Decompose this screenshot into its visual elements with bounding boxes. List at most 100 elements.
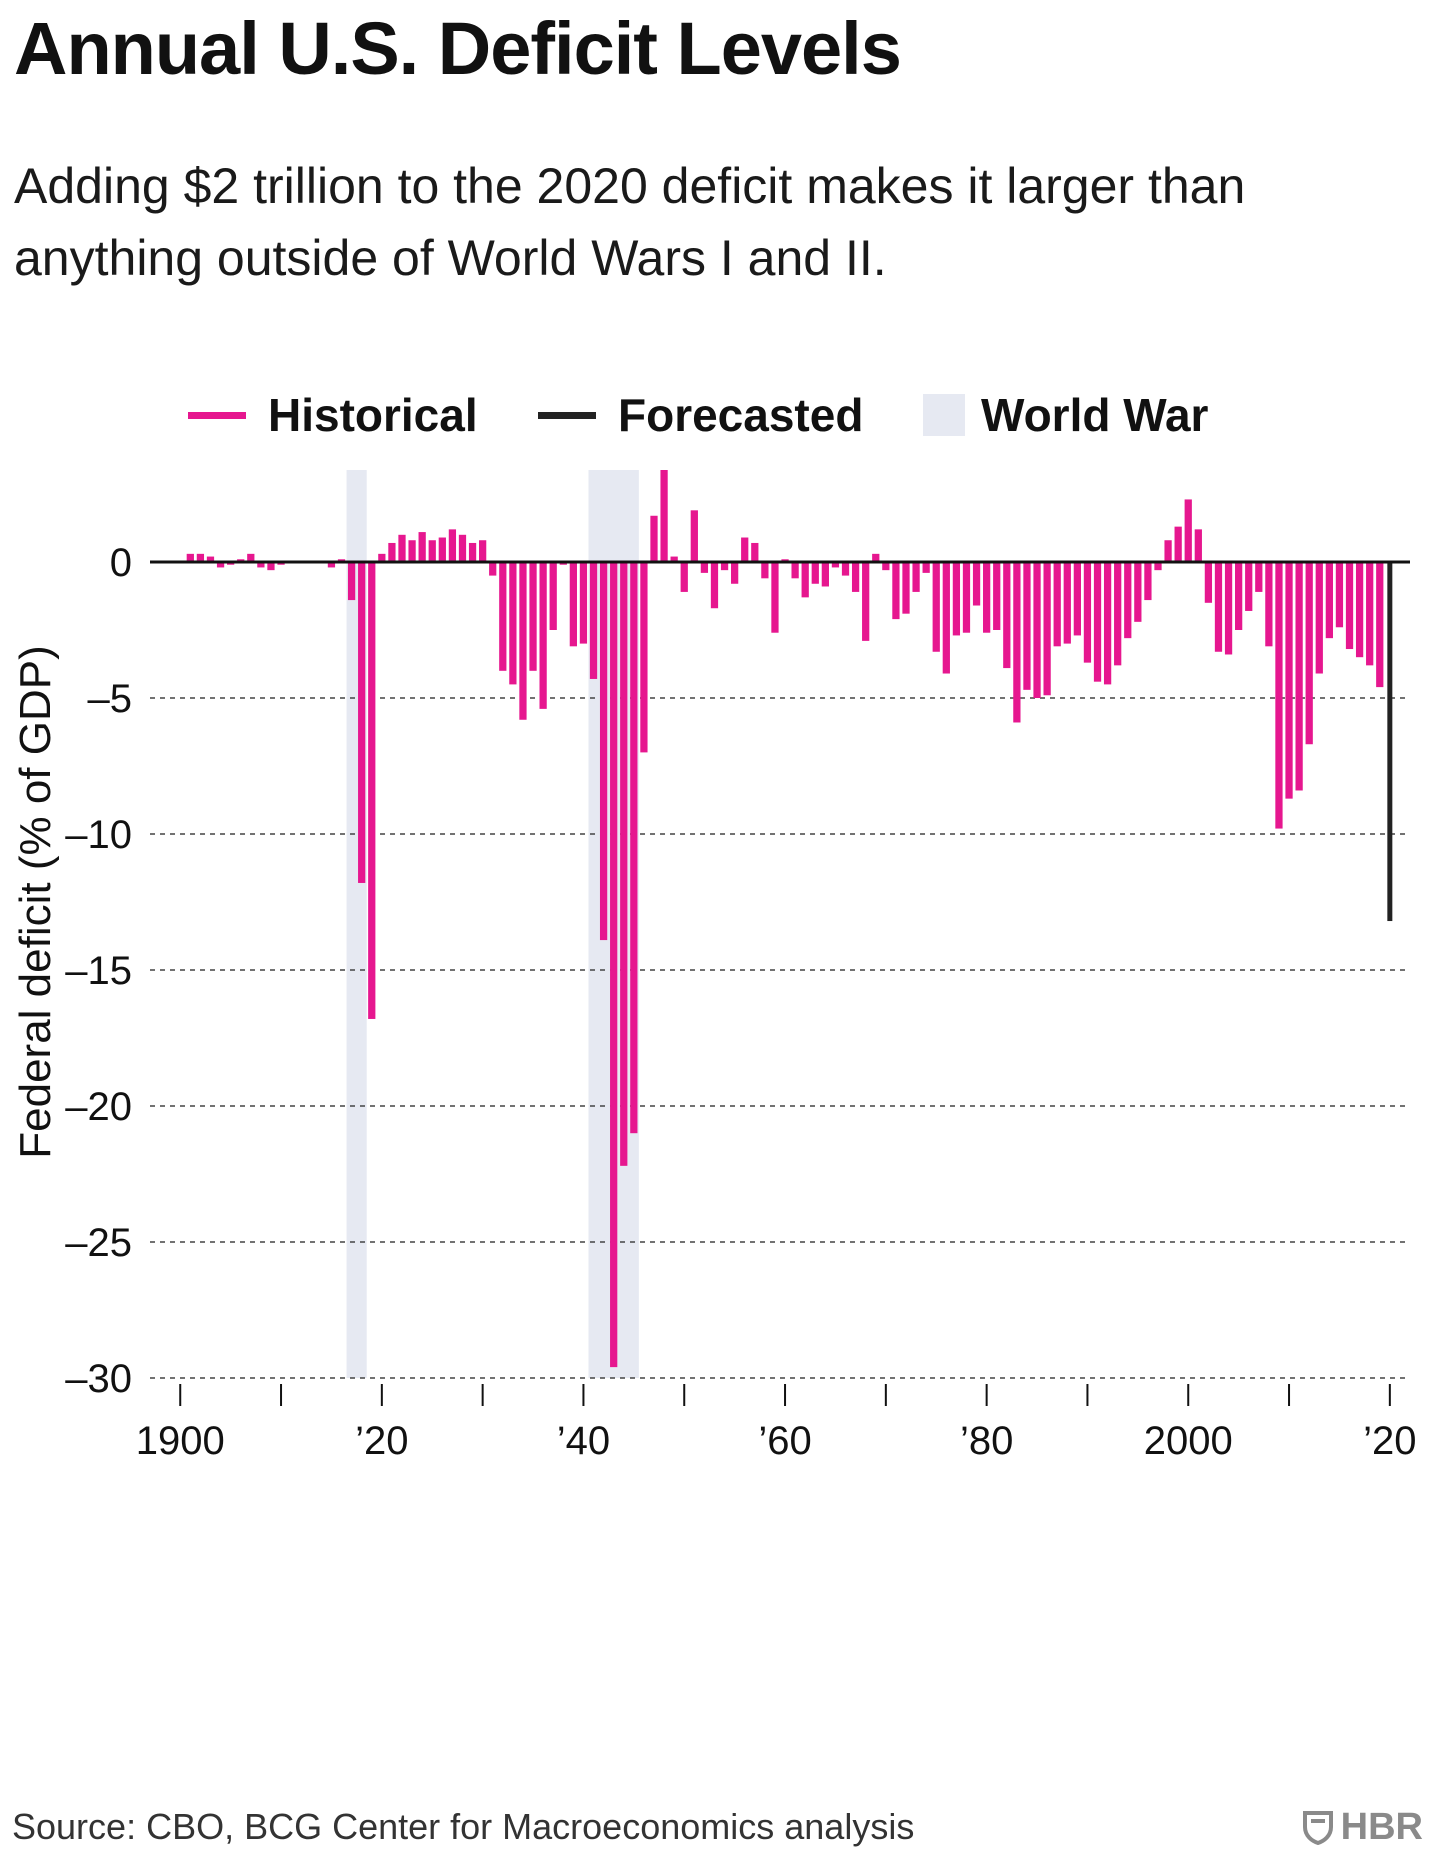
y-tick-label: –20 xyxy=(65,1085,132,1129)
historical-bar xyxy=(347,562,356,601)
x-tick-label: ’20 xyxy=(355,1419,408,1463)
historical-bar xyxy=(196,553,205,562)
legend-label-historical: Historical xyxy=(268,389,478,441)
historical-bar xyxy=(1265,562,1273,647)
historical-bar xyxy=(1315,562,1323,674)
historical-bar xyxy=(791,562,799,579)
historical-bar xyxy=(1164,540,1172,562)
historical-bar xyxy=(368,562,376,1019)
historical-bar xyxy=(1194,529,1202,562)
historical-bar xyxy=(872,553,880,562)
historical-bar xyxy=(378,553,386,562)
historical-bar xyxy=(1376,562,1384,688)
historical-bar xyxy=(1154,562,1162,571)
historical-bar xyxy=(993,562,1001,630)
historical-bar xyxy=(922,562,930,573)
historical-bar xyxy=(620,562,628,1166)
historical-bar xyxy=(428,540,436,562)
x-tick-label: 1900 xyxy=(136,1419,225,1463)
historical-bar xyxy=(579,562,588,644)
legend-item-historical: Historical xyxy=(188,380,478,450)
historical-bar xyxy=(1073,562,1081,636)
y-tick-label: 0 xyxy=(110,541,132,585)
historical-bar xyxy=(549,562,557,630)
historical-bar xyxy=(932,562,940,652)
historical-bar xyxy=(952,562,961,636)
historical-bar xyxy=(216,562,225,568)
historical-bar xyxy=(751,542,759,562)
historical-bar xyxy=(499,562,507,671)
legend-item-world-war: World War xyxy=(923,380,1208,450)
source-note: Source: CBO, BCG Center for Macroeconomi… xyxy=(12,1806,915,1847)
historical-bar xyxy=(206,556,215,562)
historical-bar xyxy=(1366,562,1374,666)
historical-bar xyxy=(710,562,719,609)
historical-bar xyxy=(660,470,668,562)
historical-bar xyxy=(1083,562,1092,663)
historical-bar xyxy=(1214,562,1223,652)
historical-bar xyxy=(1235,562,1243,630)
historical-bar xyxy=(972,562,981,606)
historical-bar xyxy=(771,562,779,633)
chart-subtitle: Adding $2 trillion to the 2020 deficit m… xyxy=(14,158,1246,286)
historical-bar xyxy=(1255,562,1263,592)
historical-bar xyxy=(519,562,527,720)
historical-bar xyxy=(841,562,850,576)
historical-bar xyxy=(1144,562,1152,601)
historical-bar xyxy=(882,562,890,571)
historical-bar xyxy=(821,562,829,587)
historical-bar xyxy=(458,534,467,562)
y-tick-label: –30 xyxy=(65,1357,132,1401)
x-tick-label: 2000 xyxy=(1144,1419,1233,1463)
historical-bar xyxy=(358,562,366,883)
historical-bar xyxy=(1325,562,1333,639)
historical-bar xyxy=(1285,562,1293,799)
historical-bar xyxy=(529,562,537,671)
x-tick-label: ’60 xyxy=(758,1419,811,1463)
historical-bar xyxy=(479,540,487,562)
historical-bar xyxy=(902,562,910,614)
legend-label-world-war: World War xyxy=(981,389,1209,441)
historical-bar xyxy=(438,537,446,562)
historical-bar xyxy=(1275,562,1283,829)
historical-bar xyxy=(408,540,416,562)
y-tick-label: –10 xyxy=(65,813,132,857)
legend-swatch-historical xyxy=(188,411,246,419)
historical-bar xyxy=(257,562,265,568)
historical-bar xyxy=(327,562,336,568)
historical-bar xyxy=(1174,526,1182,562)
chart-title: Annual U.S. Deficit Levels xyxy=(14,7,902,90)
legend-label-forecasted: Forecasted xyxy=(618,389,864,441)
historical-bar xyxy=(912,562,920,592)
historical-bar xyxy=(892,562,900,620)
historical-bar xyxy=(1053,562,1061,647)
historical-bar xyxy=(630,562,638,1134)
historical-bar xyxy=(720,562,729,571)
historical-bar xyxy=(1063,562,1071,644)
historical-bar xyxy=(1295,562,1303,791)
legend-swatch-world-war xyxy=(923,394,965,436)
legend-item-forecasted: Forecasted xyxy=(538,380,863,450)
historical-bar xyxy=(247,553,255,562)
historical-bar xyxy=(599,562,608,941)
historical-bar xyxy=(1124,562,1132,639)
historical-bar xyxy=(569,562,577,647)
forecast-bar xyxy=(1387,562,1393,922)
historical-bar xyxy=(640,562,648,753)
y-tick-label: –5 xyxy=(88,677,133,721)
historical-bar xyxy=(186,553,194,562)
x-tick-label: ’80 xyxy=(960,1419,1013,1463)
historical-bar xyxy=(1013,562,1021,723)
x-tick-label: ’20 xyxy=(1363,1419,1416,1463)
historical-bar xyxy=(509,562,517,685)
historical-bar xyxy=(610,562,618,1368)
historical-bar xyxy=(1114,562,1122,666)
historical-bar xyxy=(388,542,396,562)
x-tick-label: ’40 xyxy=(557,1419,610,1463)
historical-bar xyxy=(1093,562,1102,682)
historical-bar xyxy=(489,562,497,576)
historical-bar xyxy=(539,562,547,709)
historical-bar xyxy=(801,562,809,598)
historical-bar xyxy=(962,562,971,633)
